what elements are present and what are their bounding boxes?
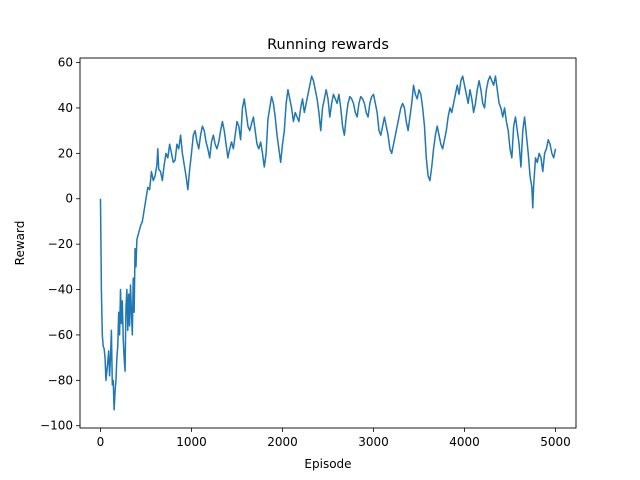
y-axis: −100 −80 −60 −40 −20 0 20 40 60 — [40, 56, 80, 433]
chart-title: Running rewards — [267, 37, 389, 53]
x-tick-label: 0 — [97, 435, 105, 449]
x-tick-label: 2000 — [267, 435, 298, 449]
plot-area — [80, 58, 576, 428]
y-tick-label: −40 — [48, 283, 73, 297]
series-layer — [99, 75, 557, 411]
axes-frame — [79, 57, 577, 429]
y-tick-label: 60 — [58, 56, 73, 70]
x-tick-label: 1000 — [176, 435, 207, 449]
series-line-0 — [99, 75, 557, 411]
y-axis-title: Reward — [13, 221, 27, 266]
y-tick-label: 20 — [58, 146, 73, 160]
x-axis: 0 1000 2000 3000 4000 5000 — [97, 428, 571, 449]
x-tick-label: 3000 — [358, 435, 389, 449]
x-tick-label: 5000 — [540, 435, 571, 449]
x-axis-title: Episode — [304, 457, 351, 471]
x-tick-label: 4000 — [449, 435, 480, 449]
y-tick-label: −80 — [48, 373, 73, 387]
y-tick-label: 40 — [58, 101, 73, 115]
y-tick-label: −100 — [40, 419, 73, 433]
y-tick-label: 0 — [65, 192, 73, 206]
y-tick-label: −60 — [48, 328, 73, 342]
y-tick-label: −20 — [48, 237, 73, 251]
